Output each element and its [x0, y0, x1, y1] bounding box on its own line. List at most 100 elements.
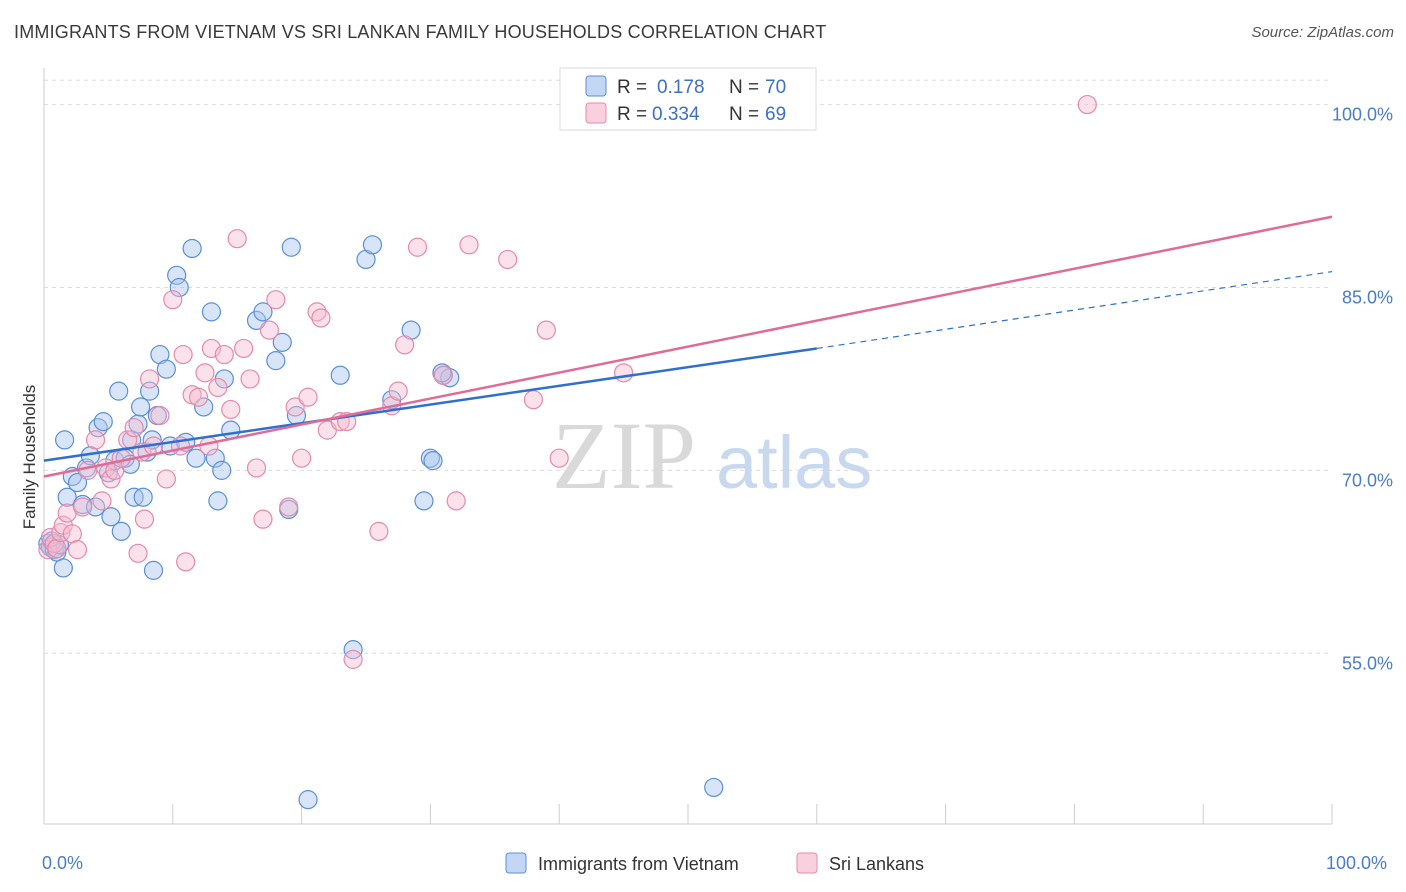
source-credit: Source: ZipAtlas.com — [1251, 24, 1394, 41]
y-tick-label-2: 85.0% — [1342, 287, 1393, 307]
srilankan-point-43 — [259, 320, 279, 340]
srilankan-point-44 — [266, 290, 286, 310]
vietnam-point-18 — [101, 507, 121, 527]
vietnam-point-69 — [704, 777, 724, 798]
srilankan-point-24 — [150, 405, 170, 426]
srilankan-point-67 — [613, 363, 634, 383]
legend-r-label-srilankan: R = — [617, 104, 647, 125]
vietnam-point-45 — [208, 491, 228, 511]
chart-title: IMMIGRANTS FROM VIETNAM VS SRI LANKAN FA… — [14, 22, 827, 42]
srilankan-point-12 — [92, 491, 112, 511]
vietnam-point-64 — [414, 491, 434, 511]
y-tick-label-1: 70.0% — [1342, 470, 1393, 490]
vietnam-point-41 — [186, 448, 206, 468]
trend-line-vietnam-extension — [816, 271, 1333, 350]
x-tick-label-max: 100.0% — [1326, 853, 1387, 873]
srilankan-point-35 — [208, 377, 228, 398]
vietnam-point-37 — [167, 265, 187, 285]
vietnam-point-40 — [182, 238, 202, 259]
srilankan-point-8 — [67, 540, 88, 560]
srilankan-point-64 — [523, 390, 544, 410]
legend-swatch-srilankan — [585, 102, 607, 124]
srilankan-point-22 — [140, 369, 160, 389]
srilankan-point-9 — [73, 497, 93, 517]
srilankan-point-62 — [459, 235, 479, 255]
bottom-legend-label-srilankan: Sri Lankans — [829, 854, 924, 874]
vietnam-point-7 — [55, 430, 75, 450]
srilankan-point-18 — [124, 418, 144, 438]
vietnam-point-15 — [88, 418, 108, 438]
srilankan-point-25 — [156, 469, 176, 489]
srilankan-point-33 — [199, 436, 219, 456]
y-axis-title: Family Households — [20, 385, 39, 530]
srilankan-point-40 — [240, 369, 260, 389]
vietnam-point-52 — [272, 332, 292, 352]
legend-n-label-vietnam: N = — [729, 77, 759, 98]
srilankan-point-7 — [62, 524, 82, 544]
vietnam-point-38 — [169, 277, 189, 298]
trend-line-vietnam — [43, 347, 817, 462]
bottom-legend: Immigrants from Vietnam Sri Lankans — [505, 852, 924, 874]
srilankan-point-28 — [173, 344, 193, 365]
trend-line-srilankan — [43, 215, 1333, 478]
srilankan-point-61 — [446, 491, 466, 511]
srilankan-point-11 — [85, 430, 106, 450]
vietnam-point-20 — [109, 381, 129, 401]
vietnam-point-46 — [212, 460, 232, 480]
watermark-zip: ZIP — [552, 402, 696, 509]
srilankan-point-63 — [498, 249, 518, 270]
srilankan-point-16 — [111, 448, 131, 468]
srilankan-point-55 — [369, 521, 389, 541]
srilankan-point-37 — [221, 399, 241, 420]
srilankan-point-31 — [188, 387, 209, 407]
vietnam-point-42 — [194, 397, 214, 417]
legend-r-label-vietnam: R = — [617, 77, 647, 98]
vietnam-point-8 — [57, 487, 77, 507]
srilankan-point-19 — [128, 543, 148, 563]
legend-n-value-vietnam: 70 — [765, 77, 786, 98]
vietnam-point-50 — [253, 302, 273, 322]
bottom-legend-label-vietnam: Immigrants from Vietnam — [538, 854, 739, 874]
vietnam-point-32 — [143, 560, 164, 580]
series-vietnam-points — [38, 235, 724, 810]
srilankan-point-38 — [227, 229, 247, 249]
vietnam-point-58 — [343, 640, 363, 660]
legend-r-value-srilankan: 0.334 — [652, 104, 700, 125]
srilankan-point-68 — [1077, 94, 1097, 115]
vietnam-point-6 — [53, 558, 73, 578]
srilankan-point-32 — [195, 363, 215, 383]
vietnam-point-35 — [156, 359, 176, 379]
vietnam-point-16 — [93, 412, 113, 432]
srilankan-point-3 — [47, 538, 67, 559]
vietnam-point-65 — [423, 451, 443, 471]
srilankan-point-47 — [292, 448, 312, 468]
srilankan-point-42 — [253, 509, 273, 529]
srilankan-point-65 — [536, 320, 556, 340]
srilankan-point-57 — [388, 381, 408, 401]
srilankan-point-50 — [311, 308, 331, 328]
srilankan-point-41 — [246, 458, 267, 478]
watermark-atlas: atlas — [716, 421, 872, 504]
vietnam-point-44 — [205, 448, 225, 468]
srilankan-point-21 — [134, 509, 155, 529]
srilankan-point-54 — [343, 649, 363, 669]
y-tick-labels: 55.0% 70.0% 85.0% 100.0% — [1332, 105, 1393, 674]
vietnam-point-10 — [67, 472, 88, 493]
vietnam-point-28 — [133, 487, 153, 507]
srilankan-point-29 — [176, 552, 196, 572]
legend-n-value-srilankan: 69 — [765, 104, 786, 125]
srilankan-point-46 — [285, 397, 305, 417]
legend-swatch-vietnam — [585, 75, 607, 97]
watermark: ZIP atlas — [552, 402, 872, 509]
x-tick-label-min: 0.0% — [42, 853, 83, 873]
vietnam-point-21 — [111, 521, 131, 541]
srilankan-point-36 — [214, 344, 234, 365]
srilankan-point-10 — [78, 460, 98, 480]
trend-lines — [43, 215, 1333, 478]
srilankan-point-48 — [298, 387, 318, 407]
legend: R = 0.178 N = 70 R = 0.334 N = 69 — [559, 67, 817, 131]
y-tick-label-3: 100.0% — [1332, 105, 1393, 125]
srilankan-point-60 — [433, 365, 453, 385]
vietnam-point-57 — [330, 365, 350, 385]
